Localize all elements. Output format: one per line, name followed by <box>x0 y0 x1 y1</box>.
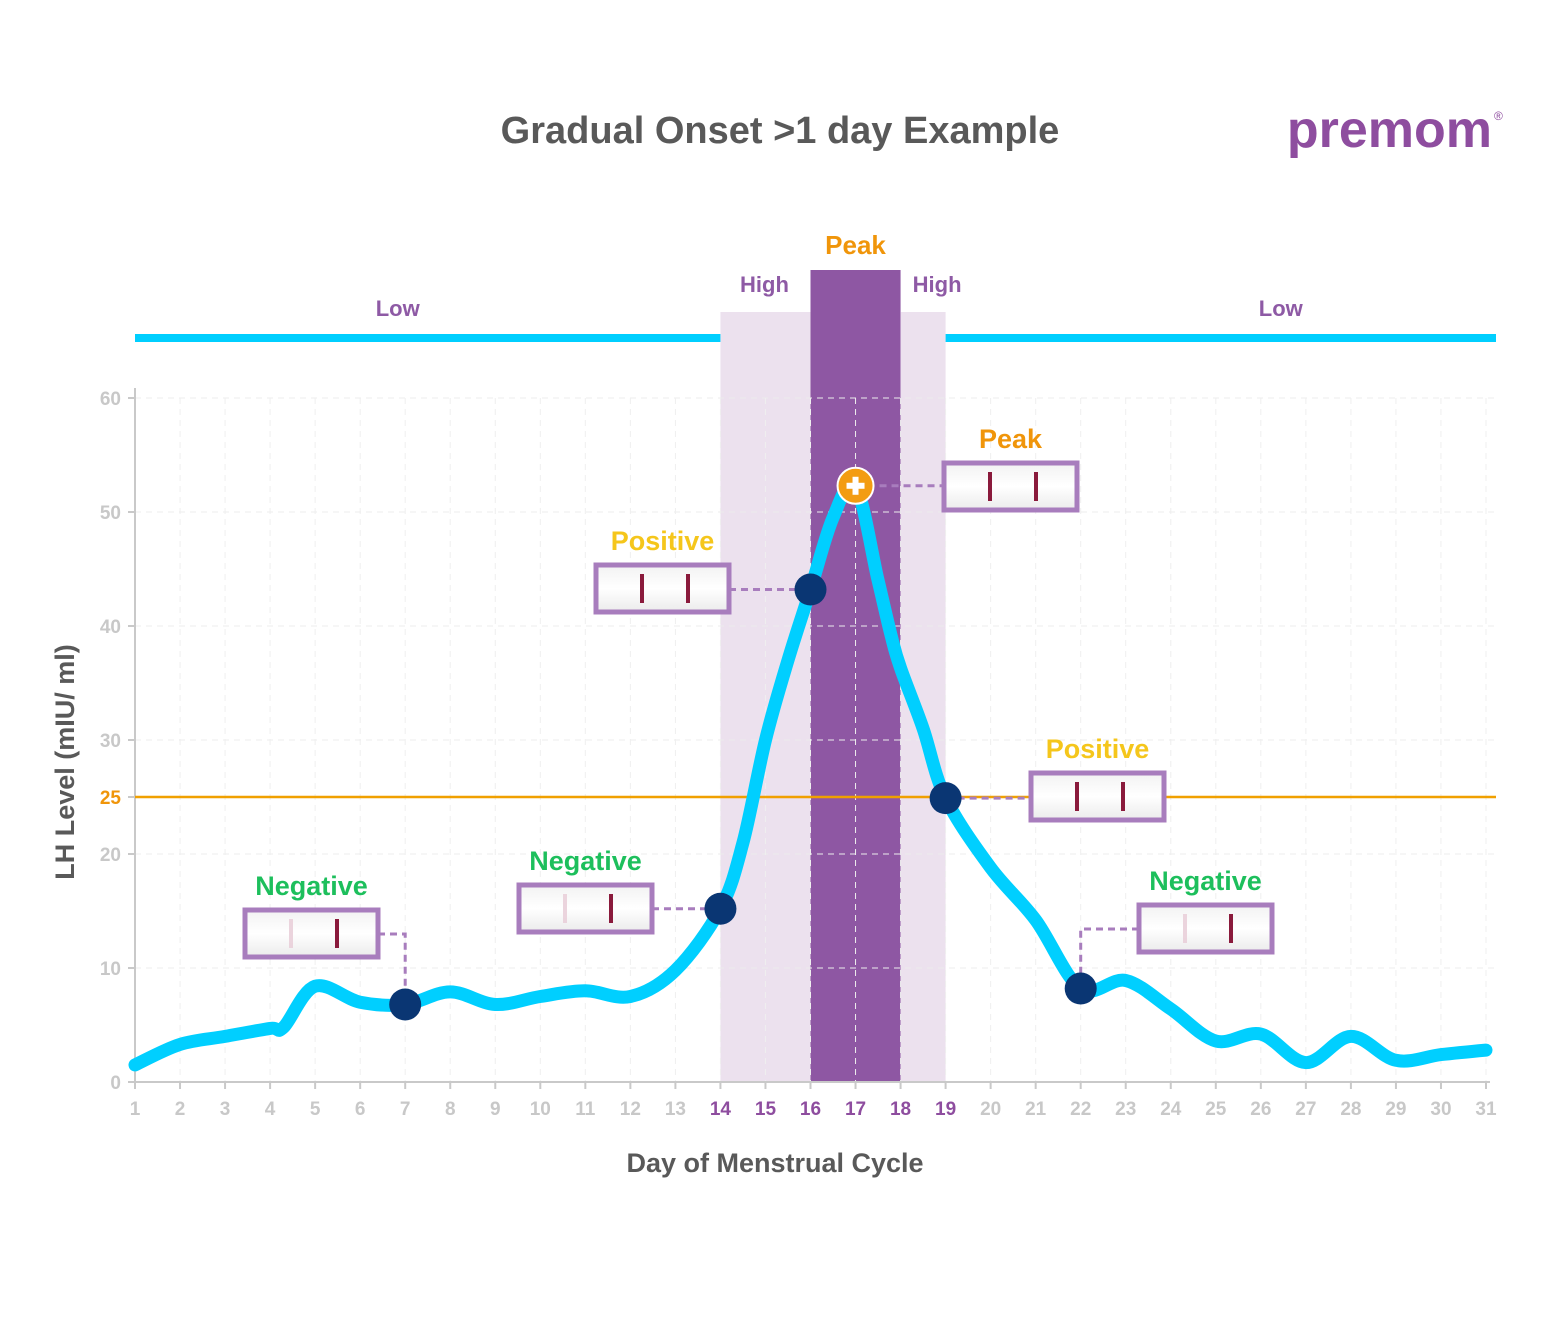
phase-label-2: Peak <box>825 230 886 260</box>
test-strip <box>941 460 1080 513</box>
x-tick-label-26: 26 <box>1250 1099 1271 1120</box>
test-annotations: Negative Negative Positive Peak Positive Nega… <box>242 424 1275 1021</box>
gridlines <box>135 397 1496 1082</box>
test-line-band <box>988 472 992 501</box>
data-point <box>929 782 962 815</box>
control-line-band <box>686 574 690 603</box>
x-tick-label-9: 9 <box>490 1099 501 1120</box>
control-line-band <box>1034 472 1038 501</box>
control-line-band <box>1121 782 1125 811</box>
x-tick-label-3: 3 <box>220 1099 231 1120</box>
control-line-band <box>609 894 613 923</box>
phase-label-1: High <box>740 272 789 297</box>
test-line-band <box>640 574 644 603</box>
premom-logo: premom ® <box>1287 101 1503 159</box>
x-tick-label-23: 23 <box>1115 1099 1136 1120</box>
x-tick-label-8: 8 <box>445 1099 456 1120</box>
test-strip <box>1028 770 1167 823</box>
phase-label-0: Low <box>376 296 421 321</box>
y-tick-label-25: 25 <box>100 788 122 809</box>
annotation-label: Positive <box>1046 734 1150 764</box>
annotation-positive-day-16: Positive <box>593 526 827 615</box>
x-tick-label-1: 1 <box>130 1099 141 1120</box>
phase-label-3: High <box>913 272 962 297</box>
x-tick-label-11: 11 <box>575 1099 596 1120</box>
x-tick-label-28: 28 <box>1340 1099 1361 1120</box>
annotation-label: Positive <box>611 526 715 556</box>
x-tick-label-18: 18 <box>890 1099 911 1120</box>
data-point <box>1064 972 1097 1005</box>
x-tick-label-27: 27 <box>1295 1099 1316 1120</box>
data-point <box>794 573 827 606</box>
y-tick-label-0: 0 <box>110 1073 121 1094</box>
x-tick-label-16: 16 <box>800 1099 821 1120</box>
test-line-band <box>563 894 567 923</box>
annotation-negative-day-14: Negative <box>516 846 737 935</box>
plus-icon-vertical <box>852 476 859 495</box>
annotation-label: Peak <box>979 424 1043 454</box>
x-tick-label-13: 13 <box>665 1099 686 1120</box>
data-point <box>389 988 422 1021</box>
phase-labels: Low High Peak High Low <box>376 230 1304 321</box>
x-tick-label-19: 19 <box>935 1099 956 1120</box>
data-point <box>704 892 737 925</box>
x-tick-label-4: 4 <box>265 1099 276 1120</box>
x-tick-label-12: 12 <box>620 1099 641 1120</box>
test-strip <box>1136 902 1275 955</box>
annotation-peak-day-17: Peak <box>836 424 1080 513</box>
x-tick-label-7: 7 <box>400 1099 411 1120</box>
x-tick-label-22: 22 <box>1070 1099 1091 1120</box>
test-strip <box>593 562 732 615</box>
y-tick-label-40: 40 <box>100 617 121 638</box>
y-tick-label-30: 30 <box>100 731 121 752</box>
connector-line <box>378 932 407 1005</box>
logo-registered-mark: ® <box>1494 109 1503 123</box>
lh-series-line <box>128 476 1493 1072</box>
x-tick-label-17: 17 <box>845 1099 866 1120</box>
phase-label-4: Low <box>1259 296 1304 321</box>
x-tick-label-24: 24 <box>1160 1099 1182 1120</box>
annotation-negative-day-22: Negative <box>1064 866 1275 1005</box>
y-tick-label-50: 50 <box>100 503 121 524</box>
test-line-band <box>289 919 293 948</box>
test-line-band <box>1183 914 1187 943</box>
test-line-band <box>1075 782 1079 811</box>
lh-curve <box>128 476 1493 1072</box>
x-tick-label-6: 6 <box>355 1099 366 1120</box>
logo-wordmark: premom <box>1287 101 1492 159</box>
x-tick-label-21: 21 <box>1025 1099 1047 1120</box>
y-tick-label-60: 60 <box>100 389 121 410</box>
test-strip <box>242 907 381 960</box>
x-axis-title: Day of Menstrual Cycle <box>626 1148 923 1178</box>
annotation-label: Negative <box>255 871 368 901</box>
y-axis-title: LH Level (mIU/ ml) <box>50 644 80 880</box>
x-tick-label-10: 10 <box>530 1099 551 1120</box>
connector-line <box>1079 927 1139 989</box>
x-tick-label-5: 5 <box>310 1099 321 1120</box>
x-tick-label-30: 30 <box>1430 1099 1451 1120</box>
y-tick-label-10: 10 <box>100 959 121 980</box>
x-tick-label-2: 2 <box>175 1099 186 1120</box>
y-tick-label-20: 20 <box>100 845 121 866</box>
control-line-band <box>335 919 339 948</box>
x-tick-label-20: 20 <box>980 1099 1001 1120</box>
control-line-band <box>1229 914 1233 943</box>
annotation-negative-day-7: Negative <box>242 871 422 1021</box>
chart-title: Gradual Onset >1 day Example <box>501 110 1060 152</box>
annotation-positive-day-19: Positive <box>929 734 1167 823</box>
phase-bands <box>720 270 946 1082</box>
x-tick-label-15: 15 <box>755 1099 777 1120</box>
test-strip <box>516 882 655 935</box>
x-tick-label-25: 25 <box>1205 1099 1227 1120</box>
x-tick-label-29: 29 <box>1385 1099 1406 1120</box>
x-tick-label-31: 31 <box>1475 1099 1497 1120</box>
annotation-label: Negative <box>1149 866 1262 896</box>
x-tick-label-14: 14 <box>710 1099 732 1120</box>
annotation-label: Negative <box>529 846 642 876</box>
